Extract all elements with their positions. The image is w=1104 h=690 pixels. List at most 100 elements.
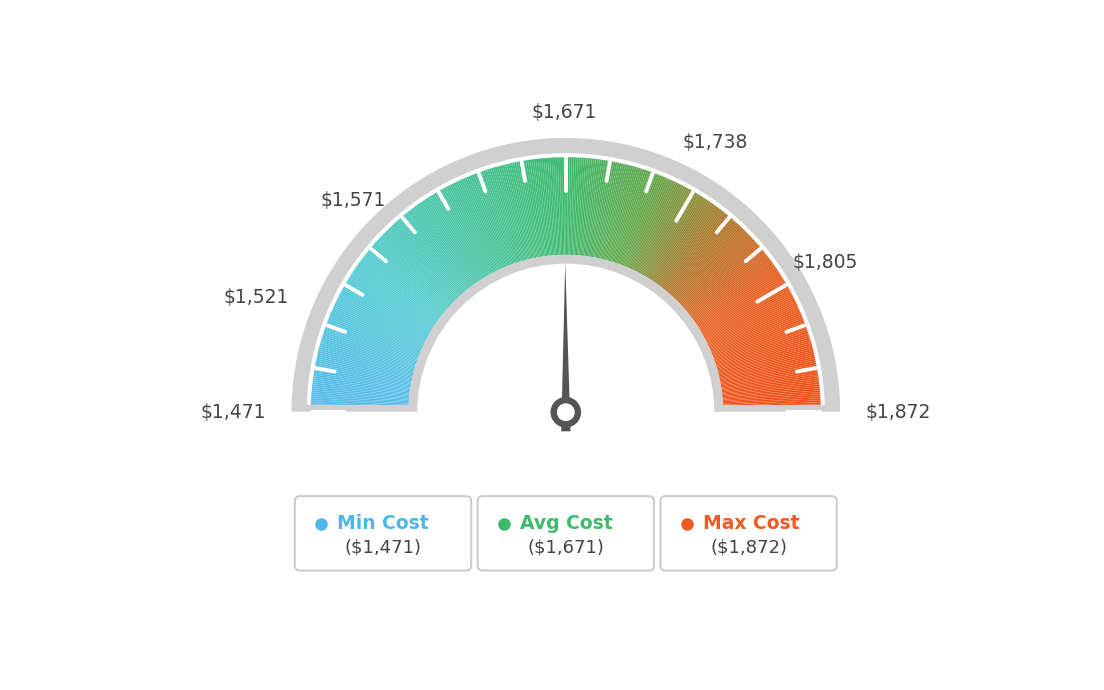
Wedge shape xyxy=(311,394,408,402)
Wedge shape xyxy=(673,226,742,298)
Wedge shape xyxy=(602,164,625,259)
Wedge shape xyxy=(582,159,594,256)
Wedge shape xyxy=(651,198,705,281)
Wedge shape xyxy=(450,184,496,272)
Wedge shape xyxy=(437,190,488,276)
Wedge shape xyxy=(720,359,816,380)
Wedge shape xyxy=(327,320,420,357)
Wedge shape xyxy=(634,182,678,271)
Wedge shape xyxy=(707,300,796,344)
Wedge shape xyxy=(584,159,597,256)
Wedge shape xyxy=(328,318,420,355)
Wedge shape xyxy=(518,161,538,258)
Wedge shape xyxy=(585,159,599,257)
Wedge shape xyxy=(671,224,739,297)
Wedge shape xyxy=(314,373,411,389)
Wedge shape xyxy=(316,360,412,382)
Wedge shape xyxy=(391,225,459,297)
Wedge shape xyxy=(433,194,485,278)
Wedge shape xyxy=(721,366,817,385)
Wedge shape xyxy=(714,328,807,362)
Wedge shape xyxy=(594,161,614,258)
Wedge shape xyxy=(640,188,689,275)
Wedge shape xyxy=(434,193,486,277)
Text: $1,872: $1,872 xyxy=(866,403,931,422)
Wedge shape xyxy=(608,167,637,262)
Wedge shape xyxy=(679,235,751,304)
Wedge shape xyxy=(570,157,574,255)
Wedge shape xyxy=(421,201,477,283)
Wedge shape xyxy=(580,158,590,255)
Wedge shape xyxy=(712,318,804,355)
Wedge shape xyxy=(711,315,803,353)
Circle shape xyxy=(556,403,575,421)
Wedge shape xyxy=(318,348,414,374)
Wedge shape xyxy=(656,204,714,284)
Wedge shape xyxy=(381,235,453,304)
Wedge shape xyxy=(386,229,456,300)
Wedge shape xyxy=(715,333,809,365)
Text: $1,471: $1,471 xyxy=(201,403,266,422)
Wedge shape xyxy=(478,172,512,265)
Wedge shape xyxy=(723,392,820,401)
Wedge shape xyxy=(680,237,753,306)
Wedge shape xyxy=(319,347,414,373)
Wedge shape xyxy=(311,396,408,404)
Wedge shape xyxy=(645,192,696,277)
Wedge shape xyxy=(353,269,436,325)
Wedge shape xyxy=(516,161,537,258)
Wedge shape xyxy=(315,368,411,386)
Wedge shape xyxy=(312,382,410,395)
Wedge shape xyxy=(497,166,524,261)
Wedge shape xyxy=(558,157,562,255)
Wedge shape xyxy=(696,269,778,325)
Wedge shape xyxy=(323,331,416,364)
Wedge shape xyxy=(365,253,443,315)
Wedge shape xyxy=(312,380,410,394)
Wedge shape xyxy=(723,408,820,411)
Wedge shape xyxy=(316,359,412,380)
Wedge shape xyxy=(703,288,789,337)
Wedge shape xyxy=(352,270,435,326)
Wedge shape xyxy=(335,304,424,346)
Wedge shape xyxy=(520,161,539,257)
Wedge shape xyxy=(678,233,749,303)
Wedge shape xyxy=(452,183,497,272)
Wedge shape xyxy=(510,163,533,259)
Wedge shape xyxy=(615,170,647,263)
Wedge shape xyxy=(407,210,469,288)
Text: Min Cost: Min Cost xyxy=(338,514,429,533)
Wedge shape xyxy=(370,248,445,312)
Wedge shape xyxy=(714,326,806,360)
Wedge shape xyxy=(340,291,427,339)
Wedge shape xyxy=(564,157,565,255)
Wedge shape xyxy=(607,166,635,261)
Wedge shape xyxy=(465,177,505,268)
Wedge shape xyxy=(630,180,672,269)
Wedge shape xyxy=(535,159,549,256)
Wedge shape xyxy=(713,322,805,358)
Wedge shape xyxy=(316,362,412,383)
Wedge shape xyxy=(416,205,475,285)
Wedge shape xyxy=(701,281,785,332)
Wedge shape xyxy=(484,170,516,264)
Wedge shape xyxy=(359,262,438,321)
Wedge shape xyxy=(445,187,492,274)
Wedge shape xyxy=(572,157,577,255)
Wedge shape xyxy=(710,309,800,350)
Wedge shape xyxy=(718,348,814,374)
Wedge shape xyxy=(342,288,428,337)
Wedge shape xyxy=(723,400,820,406)
Wedge shape xyxy=(662,210,724,288)
Wedge shape xyxy=(545,158,554,255)
Wedge shape xyxy=(715,335,809,366)
Wedge shape xyxy=(722,380,819,394)
Wedge shape xyxy=(569,157,572,255)
Wedge shape xyxy=(340,293,427,339)
Wedge shape xyxy=(624,175,661,266)
Wedge shape xyxy=(672,225,741,297)
Wedge shape xyxy=(319,345,414,372)
Wedge shape xyxy=(650,197,704,280)
Text: $1,805: $1,805 xyxy=(793,253,858,272)
Wedge shape xyxy=(414,206,474,286)
